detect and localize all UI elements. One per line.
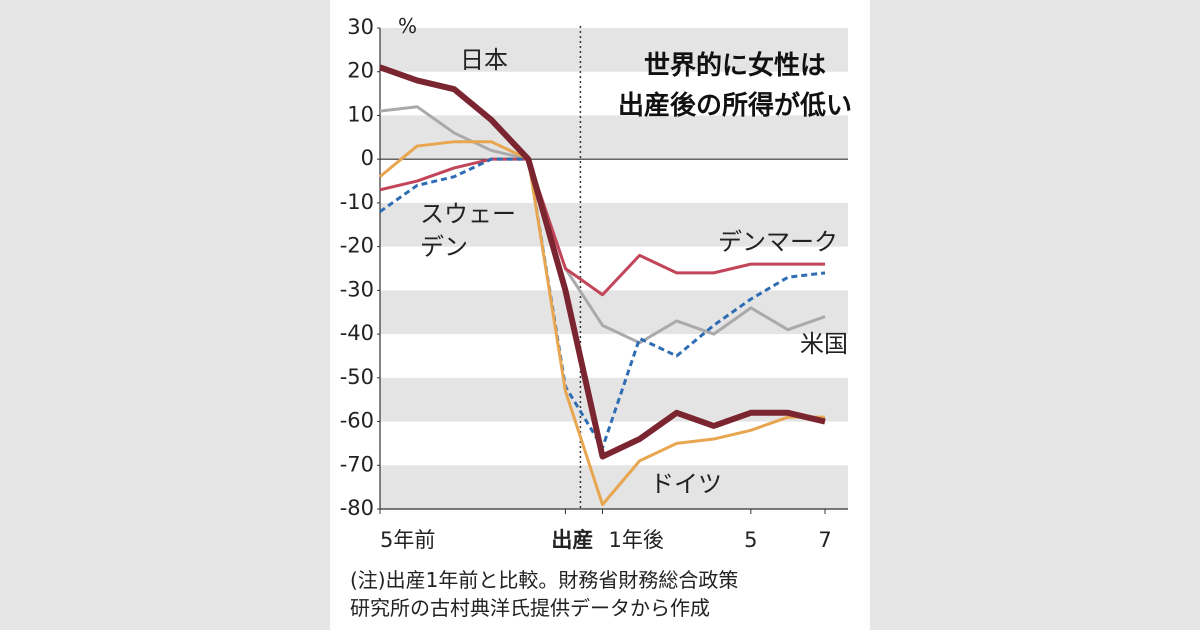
note: (注)出産1年前と比較。財務省財務総合政策 研究所の古村典洋氏提供データから作成 (350, 568, 739, 620)
series-label: ドイツ (650, 470, 722, 498)
x-tick-label: 1年後 (609, 528, 664, 552)
y-tick-label: -20 (340, 234, 374, 258)
y-tick-label: -80 (340, 496, 374, 520)
y-tick-label: -40 (340, 321, 374, 345)
grid-band (380, 115, 848, 160)
y-tick-label: -50 (340, 365, 374, 389)
x-tick-label: 5年前 (380, 528, 435, 552)
series-label: 米国 (800, 330, 848, 358)
grid-band (380, 202, 848, 247)
grid-band (380, 290, 848, 335)
series-label: 日本 (460, 46, 508, 74)
series-line (379, 105, 826, 345)
chart-title: 世界的に女性は 出産後の所得が低い (617, 51, 852, 121)
x-tick-label: 7 (818, 528, 831, 552)
series-line (378, 64, 826, 460)
y-tick-label: -30 (340, 277, 374, 301)
y-tick-label: -60 (340, 409, 374, 433)
unit-label: % (398, 14, 418, 38)
y-tick-label: 20 (347, 59, 374, 83)
series-label: デンマーク (718, 228, 838, 256)
series-line (379, 140, 825, 507)
series-label: スウェー デン (420, 200, 516, 261)
x-tick-label: 出産 (551, 528, 593, 552)
y-tick-label: 30 (347, 15, 374, 39)
series-line (379, 157, 825, 297)
y-tick-label: 0 (361, 146, 374, 170)
grid-band (380, 28, 848, 72)
y-tick-label: 10 (347, 102, 374, 126)
y-tick-label: -10 (340, 190, 374, 214)
y-tick-label: -70 (340, 452, 374, 476)
x-tick-label: 5 (744, 528, 757, 552)
grid-band (380, 465, 848, 509)
